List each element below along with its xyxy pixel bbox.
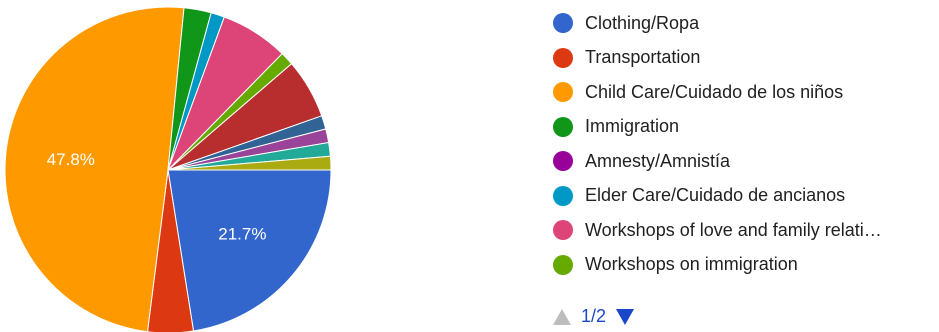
legend-label: Workshops of love and family relati… (585, 219, 882, 240)
legend-label: Workshops on immigration (585, 254, 798, 275)
legend-pager: 1/2 (553, 306, 635, 327)
chart-legend: Clothing/Ropa Transportation Child Care/Cu… (553, 6, 882, 282)
legend-label: Transportation (585, 47, 701, 68)
legend-swatch (553, 116, 573, 137)
pie-slice-2 (4, 6, 185, 332)
legend-swatch (553, 254, 573, 275)
legend-item: Clothing/Ropa (553, 6, 882, 41)
pie-chart: 21.7% 47.8% (4, 6, 332, 332)
legend-swatch (553, 220, 573, 241)
legend-label: Amnesty/Amnistía (585, 150, 731, 171)
legend-swatch (553, 13, 573, 34)
legend-item: Immigration (553, 110, 882, 145)
pager-prev-arrow-icon (553, 308, 571, 325)
legend-label: Clothing/Ropa (585, 12, 700, 33)
legend-item: Workshops on immigration (553, 248, 882, 283)
legend-swatch (553, 151, 573, 172)
legend-swatch (553, 82, 573, 103)
legend-label: Elder Care/Cuidado de ancianos (585, 185, 846, 206)
legend-label: Immigration (585, 116, 680, 137)
pie-slice-11 (167, 155, 332, 171)
pie-slice-label-0: 21.7% (218, 225, 266, 244)
pie-slice-label-2: 47.8% (47, 150, 95, 169)
pager-page-indicator: 1/2 (581, 306, 607, 326)
legend-swatch (553, 185, 573, 206)
legend-item: Child Care/Cuidado de los niños (553, 75, 882, 110)
legend-item: Transportation (553, 41, 882, 76)
pie-slice-0 (167, 169, 332, 332)
legend-label: Child Care/Cuidado de los niños (585, 81, 844, 102)
pager-next-arrow-icon[interactable] (616, 308, 635, 325)
legend-swatch (553, 47, 573, 68)
legend-item: Workshops of love and family relati… (553, 213, 882, 248)
legend-item: Amnesty/Amnistía (553, 144, 882, 179)
legend-item: Elder Care/Cuidado de ancianos (553, 179, 882, 214)
